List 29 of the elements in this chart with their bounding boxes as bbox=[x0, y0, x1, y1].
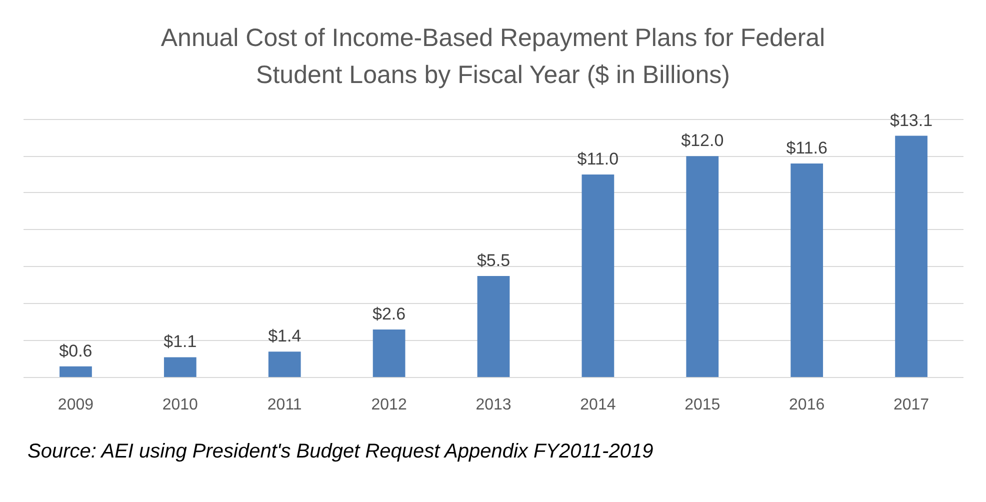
bar bbox=[895, 136, 928, 378]
data-label: $0.6 bbox=[59, 341, 92, 360]
source-note: Source: AEI using President's Budget Request Appendix FY2011-2019 bbox=[28, 440, 654, 462]
x-tick-label: 2009 bbox=[58, 396, 94, 414]
x-tick-label: 2017 bbox=[893, 396, 930, 414]
bar bbox=[686, 156, 719, 378]
data-label: $12.0 bbox=[681, 131, 724, 150]
x-tick-label: 2013 bbox=[476, 396, 512, 414]
bar bbox=[582, 174, 614, 378]
data-label: $11.0 bbox=[577, 150, 619, 169]
data-label: $13.1 bbox=[890, 110, 933, 130]
chart-title: Annual Cost of Income-Based Repayment Plans for Federal Student Loans by Fiscal Year ($ in Billions) bbox=[160, 23, 826, 91]
data-label: $11.6 bbox=[786, 138, 828, 158]
x-tick-label: 2011 bbox=[267, 396, 302, 414]
bar bbox=[477, 276, 510, 378]
x-tick-label: 2015 bbox=[684, 396, 720, 414]
x-tick-label: 2014 bbox=[580, 396, 616, 414]
data-label: $2.6 bbox=[372, 304, 406, 324]
x-tick-label: 2016 bbox=[789, 396, 825, 414]
x-tick-label: 2010 bbox=[162, 396, 198, 414]
data-label: $1.4 bbox=[268, 326, 302, 346]
x-tick-label: 2012 bbox=[371, 396, 407, 414]
bar bbox=[164, 357, 196, 378]
bar bbox=[60, 366, 92, 378]
bar bbox=[268, 352, 301, 378]
data-label: $5.5 bbox=[476, 251, 510, 270]
bar bbox=[372, 330, 406, 378]
bar bbox=[790, 163, 824, 378]
data-label: $1.1 bbox=[164, 332, 197, 352]
